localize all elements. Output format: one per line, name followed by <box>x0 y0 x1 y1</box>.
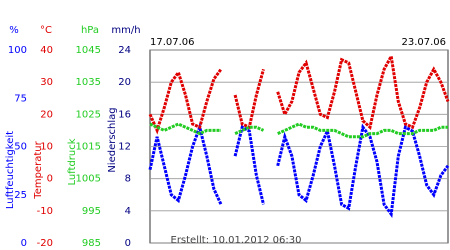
axis-title: Temperatur <box>33 140 44 199</box>
y-tick-label: -20 <box>37 238 53 249</box>
y-tick-label: 75 <box>14 93 27 104</box>
y-tick-label: 1005 <box>76 174 101 185</box>
y-tick-label: 995 <box>82 206 101 217</box>
axis-title: Niederschlag <box>107 107 118 172</box>
y-tick-label: 40 <box>40 45 53 56</box>
y-tick-label: 25 <box>14 190 27 201</box>
y-tick-label: 8 <box>125 174 131 185</box>
data-line <box>149 122 448 139</box>
y-tick-label: 4 <box>125 206 131 217</box>
y-tick-label: 20 <box>40 109 53 120</box>
y-tick-label: 1025 <box>76 109 101 120</box>
y-tick-label: 985 <box>82 238 101 249</box>
y-tick-label: 30 <box>40 77 53 88</box>
y-tick-label: 1045 <box>76 45 101 56</box>
y-tick-label: 10 <box>40 142 53 153</box>
axis-title: Luftdruck <box>67 138 78 185</box>
y-tick-label: -10 <box>37 206 53 217</box>
y-tick-label: 12 <box>118 142 131 153</box>
data-line <box>148 51 450 135</box>
y-tick-label: 0 <box>47 174 53 185</box>
y-tick-label: 20 <box>118 77 131 88</box>
y-tick-label: 0 <box>21 238 27 249</box>
y-tick-label: 16 <box>118 109 131 120</box>
y-tick-label: 100 <box>8 45 27 56</box>
y-tick-label: 1035 <box>76 77 101 88</box>
axis-unit: hPa <box>81 25 99 36</box>
y-tick-label: 1015 <box>76 142 101 153</box>
axis-unit: °C <box>40 25 52 36</box>
data-line <box>148 122 450 219</box>
y-tick-label: 0 <box>125 238 131 249</box>
start-date: 17.07.06 <box>150 37 195 48</box>
axis-unit: mm/h <box>111 25 140 36</box>
y-tick-label: 24 <box>118 45 131 56</box>
y-tick-label: 50 <box>14 142 27 153</box>
end-date: 23.07.06 <box>401 37 446 48</box>
axis-title: Luftfeuchtigkeit <box>5 131 16 209</box>
footer: Erstellt: 10.01.2012 06:30 <box>171 235 302 246</box>
axis-unit: % <box>9 25 19 36</box>
